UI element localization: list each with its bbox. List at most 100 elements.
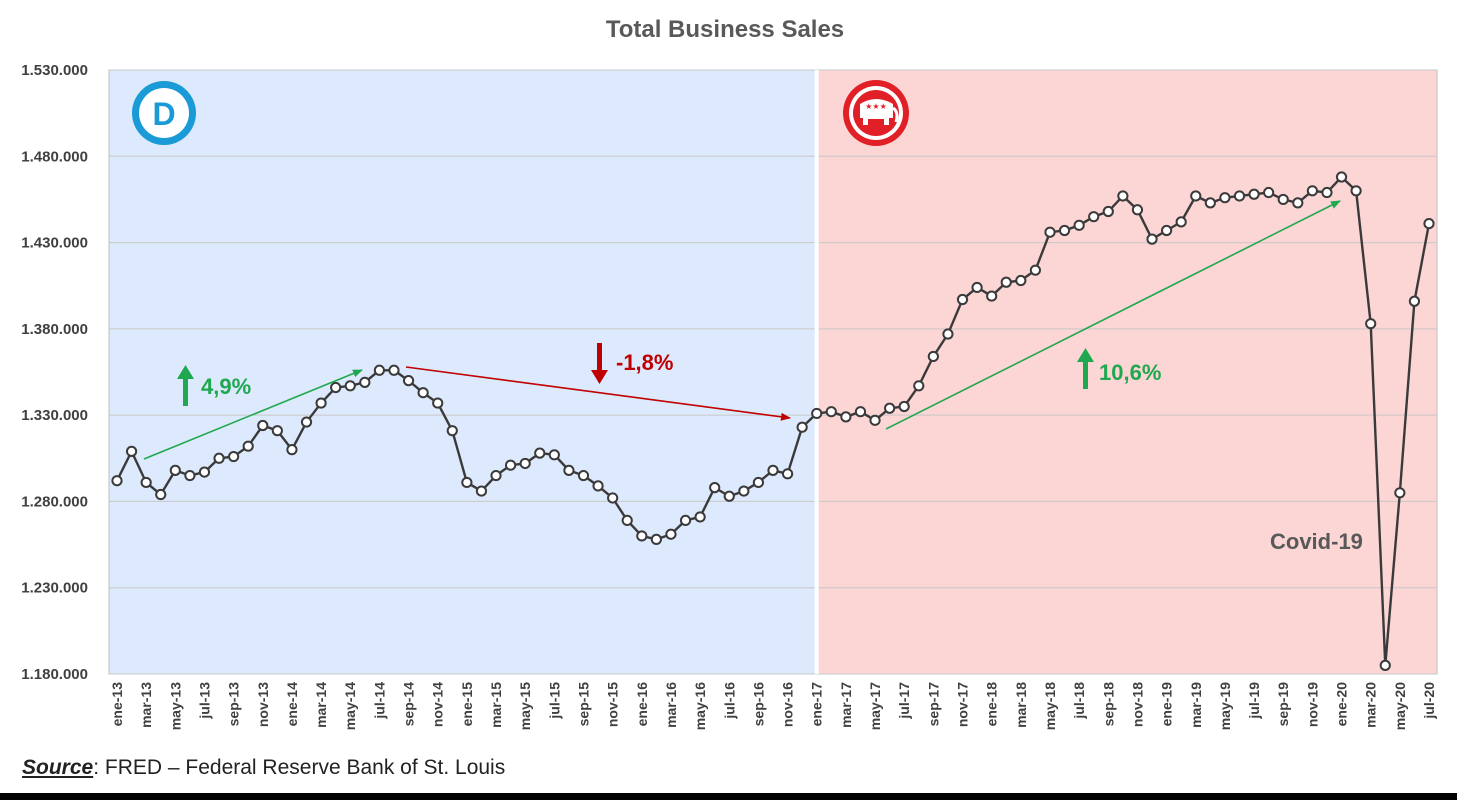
- data-point: [432, 397, 444, 409]
- x-tick-label: sep-17: [925, 682, 941, 727]
- down-arrow-icon: [591, 343, 608, 384]
- x-tick-label: sep-14: [401, 682, 417, 727]
- data-point: [388, 364, 400, 376]
- data-point: [213, 452, 225, 464]
- source-line: Source: FRED – Federal Reserve Bank of S…: [22, 756, 505, 780]
- x-tick-label: jul-14: [371, 682, 387, 720]
- annotations: D ★★★ 4,9% -1,8% 10,6%: [132, 80, 1363, 554]
- data-point: [475, 485, 488, 497]
- data-point: [796, 421, 808, 433]
- annotation-covid-19: Covid-19: [1270, 529, 1363, 554]
- data-point: [1350, 185, 1362, 197]
- x-tick-label: mar-17: [838, 682, 854, 728]
- data-point: [1321, 186, 1333, 199]
- data-point: [825, 406, 837, 418]
- data-point: [709, 482, 721, 494]
- data-point: [869, 414, 881, 426]
- data-point: [1335, 171, 1348, 183]
- x-tick-label: mar-14: [313, 682, 329, 728]
- data-point: [927, 350, 939, 363]
- data-point: [1233, 190, 1246, 202]
- y-tick-label: 1.480.000: [21, 148, 88, 165]
- x-tick-label: mar-16: [663, 682, 679, 728]
- data-point: [1044, 226, 1056, 238]
- trend-arrow-dem-down: [405, 366, 791, 421]
- data-point: [781, 468, 794, 480]
- x-tick-label: jul-17: [896, 682, 912, 720]
- data-point: [184, 469, 196, 482]
- chart-title: Total Business Sales: [606, 16, 844, 43]
- data-point: [155, 488, 167, 501]
- data-point: [607, 492, 619, 504]
- data-point: [1088, 211, 1100, 223]
- data-point: [854, 406, 867, 418]
- data-point: [1102, 205, 1114, 218]
- data-point: [169, 464, 181, 476]
- y-tick-label: 1.380.000: [21, 321, 88, 338]
- trend-arrow-rep-up: [885, 200, 1341, 430]
- data-point: [942, 328, 954, 340]
- data-point: [1408, 295, 1421, 307]
- data-point: [665, 528, 677, 540]
- x-axis: ene-13 mar-13 may-13 jul-13 sep-13 nov-13 ene-…: [109, 682, 1437, 730]
- x-tick-label: may-20: [1392, 682, 1408, 730]
- data-point: [300, 416, 313, 428]
- x-tick-label: jul-20: [1421, 682, 1437, 720]
- data-point: [125, 445, 138, 457]
- x-tick-label: nov-13: [255, 682, 271, 727]
- data-point: [257, 419, 269, 432]
- democratic-logo: D: [132, 81, 196, 145]
- y-tick-label: 1.530.000: [21, 62, 88, 79]
- data-point: [1015, 274, 1027, 287]
- data-point: [228, 450, 240, 463]
- data-point: [344, 380, 356, 392]
- x-tick-label: mar-18: [1013, 682, 1029, 728]
- data-point: [1292, 197, 1304, 209]
- data-point: [636, 530, 648, 542]
- data-point: [519, 457, 531, 470]
- data-point: [373, 364, 385, 376]
- x-tick-label: ene-13: [109, 682, 125, 727]
- data-point: [563, 464, 575, 476]
- data-point: [1029, 264, 1042, 276]
- x-tick-label: nov-14: [430, 682, 446, 727]
- data-point: [898, 400, 910, 413]
- data-point: [359, 376, 371, 388]
- x-tick-label: nov-16: [780, 682, 796, 727]
- x-tick-label: ene-18: [984, 682, 1000, 727]
- x-tick-label: sep-15: [575, 682, 591, 727]
- data-point: [1000, 276, 1012, 288]
- y-tick-label: 1.430.000: [21, 235, 88, 252]
- data-point: [679, 514, 692, 527]
- data-point: [723, 490, 735, 502]
- data-point: [402, 375, 415, 387]
- data-point: [315, 397, 327, 409]
- x-tick-label: nov-17: [955, 682, 971, 727]
- x-tick-label: may-18: [1042, 682, 1058, 730]
- data-point: [621, 514, 633, 527]
- data-point: [490, 469, 502, 482]
- plot-background: [108, 69, 1438, 675]
- data-point: [971, 281, 983, 294]
- svg-text:★★★: ★★★: [865, 102, 887, 111]
- data-point: [1204, 197, 1216, 209]
- grid-lines: [109, 69, 1437, 675]
- x-tick-label: jul-15: [546, 682, 562, 720]
- bottom-rule: [0, 793, 1457, 800]
- data-point: [913, 380, 925, 392]
- data-point: [286, 444, 298, 456]
- x-tick-label: ene-15: [459, 682, 475, 727]
- period-band-r: [816, 70, 1437, 674]
- republican-elephant-logo: ★★★: [843, 80, 909, 146]
- data-point: [1146, 233, 1158, 245]
- y-tick-label: 1.280.000: [21, 493, 88, 510]
- sales-series: [111, 171, 1435, 671]
- data-point: [650, 533, 662, 545]
- data-point: [1277, 193, 1289, 206]
- data-point: [752, 476, 765, 489]
- x-tick-label: jul-13: [196, 682, 212, 720]
- x-tick-label: jul-18: [1071, 682, 1087, 720]
- y-tick-label: 1.330.000: [21, 407, 88, 424]
- trend-arrow-dem-up: [143, 369, 363, 460]
